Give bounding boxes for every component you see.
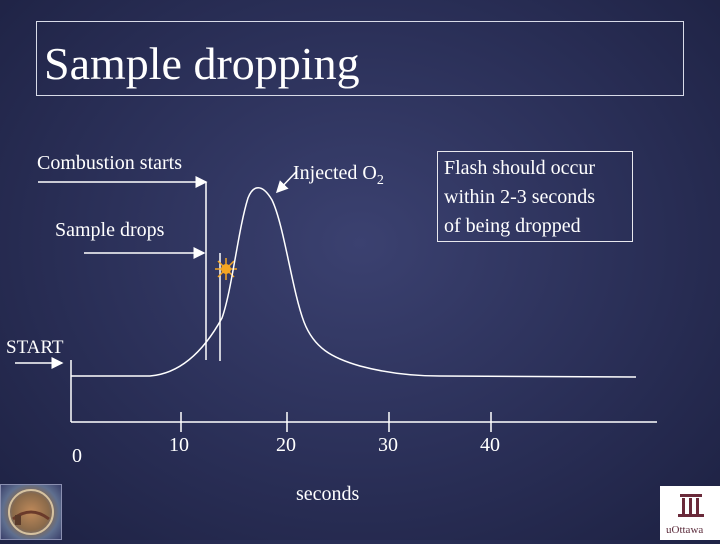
x-tick-label: 40 <box>480 434 500 456</box>
university-logo: uOttawa <box>660 486 720 540</box>
x-tick-label: 20 <box>276 434 296 456</box>
left-logo <box>0 484 62 540</box>
slide-title: Sample dropping <box>44 38 360 89</box>
label-start: START <box>6 337 64 358</box>
x-tick-label: 30 <box>378 434 398 456</box>
title-frame <box>36 21 684 96</box>
note-line: within 2-3 seconds <box>444 186 596 208</box>
signal-curve <box>71 187 637 378</box>
x-tick-label: 10 <box>169 434 189 456</box>
building-logo-icon <box>678 494 704 517</box>
flash-note-box: Flash should occur within 2-3 seconds of… <box>437 151 633 242</box>
flash-burst-icon <box>215 258 237 280</box>
label-injected-o2: Injected O2 <box>293 162 384 188</box>
note-line: Flash should occur <box>444 157 596 179</box>
x-tick-label: 0 <box>72 445 82 467</box>
landscape-logo-icon <box>8 489 54 535</box>
x-axis-label: seconds <box>296 483 360 505</box>
university-wordmark: uOttawa <box>666 524 704 536</box>
injected-arrow <box>275 170 298 194</box>
note-line: of being dropped <box>444 215 581 237</box>
label-sample-drops: Sample drops <box>55 219 165 241</box>
label-combustion-starts: Combustion starts <box>37 152 183 174</box>
